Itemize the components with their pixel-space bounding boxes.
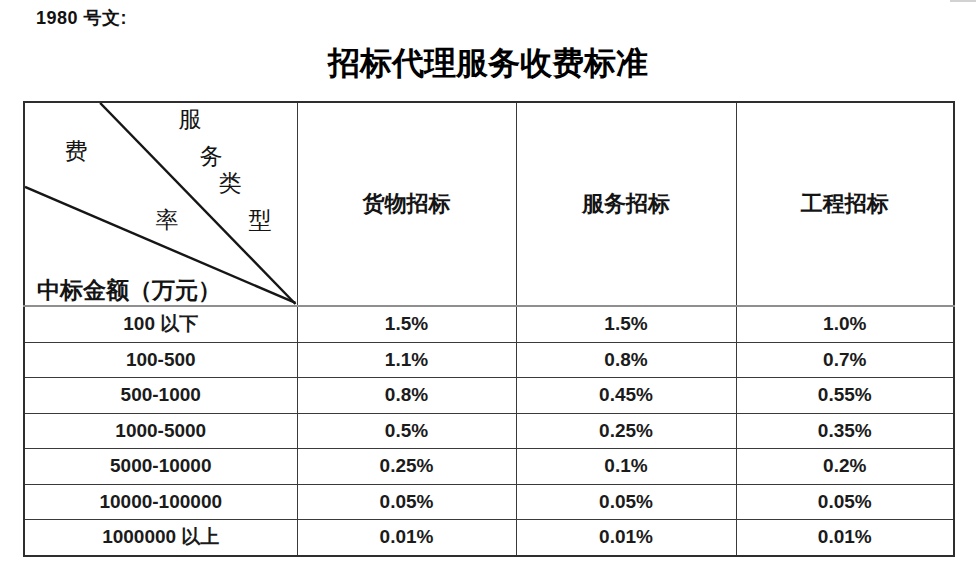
fee-value-cell: 0.01% xyxy=(736,520,954,556)
column-header-services: 服务招标 xyxy=(516,102,736,306)
table-row: 5000-10000 0.25% 0.1% 0.2% xyxy=(24,449,954,485)
window-edge-artifact xyxy=(950,0,976,2)
table-row: 10000-100000 0.05% 0.05% 0.05% xyxy=(24,484,954,520)
column-header-goods: 货物招标 xyxy=(297,102,516,306)
row-range-label: 500-1000 xyxy=(24,378,297,414)
table-row: 100-500 1.1% 0.8% 0.7% xyxy=(24,342,954,378)
corner-amount-label: 中标金额（万元） xyxy=(37,275,221,306)
fee-value-cell: 0.05% xyxy=(736,484,954,520)
fee-standard-table: 服 务 类 型 费 率 中标金额（万元） 货物招标 服务招标 工程招标 100 … xyxy=(23,101,955,557)
fee-value-cell: 1.5% xyxy=(516,306,736,342)
table-row: 1000000 以上 0.01% 0.01% 0.01% xyxy=(24,520,954,556)
row-range-label: 100 以下 xyxy=(24,306,297,342)
corner-char-rate-1: 费 xyxy=(64,140,88,164)
row-range-label: 1000-5000 xyxy=(24,413,297,449)
fee-value-cell: 0.05% xyxy=(516,484,736,520)
fee-value-cell: 1.5% xyxy=(297,306,516,342)
table-row: 500-1000 0.8% 0.45% 0.55% xyxy=(24,378,954,414)
table-row: 100 以下 1.5% 1.5% 1.0% xyxy=(24,306,954,342)
row-range-label: 10000-100000 xyxy=(24,484,297,520)
fee-value-cell: 0.45% xyxy=(516,378,736,414)
row-range-label: 1000000 以上 xyxy=(24,520,297,556)
fee-value-cell: 1.1% xyxy=(297,342,516,378)
corner-char-type-3: 类 xyxy=(218,172,242,196)
corner-char-type-4: 型 xyxy=(248,209,272,233)
fee-value-cell: 0.8% xyxy=(516,342,736,378)
page-title: 招标代理服务收费标准 xyxy=(23,42,953,86)
doc-number-label: 1980 号文: xyxy=(36,6,127,30)
fee-value-cell: 0.25% xyxy=(297,449,516,485)
fee-value-cell: 0.7% xyxy=(736,342,954,378)
fee-value-cell: 0.01% xyxy=(297,520,516,556)
column-header-engineering: 工程招标 xyxy=(736,102,954,306)
row-range-label: 5000-10000 xyxy=(24,449,297,485)
fee-value-cell: 0.25% xyxy=(516,413,736,449)
fee-value-cell: 0.55% xyxy=(736,378,954,414)
document-page: 1980 号文: 招标代理服务收费标准 服 务 类 型 费 率 中标金额（万元） xyxy=(0,0,976,581)
fee-value-cell: 0.35% xyxy=(736,413,954,449)
fee-value-cell: 0.8% xyxy=(297,378,516,414)
fee-value-cell: 0.1% xyxy=(516,449,736,485)
corner-char-rate-2: 率 xyxy=(155,209,179,233)
fee-value-cell: 0.2% xyxy=(736,449,954,485)
fee-value-cell: 0.01% xyxy=(516,520,736,556)
fee-value-cell: 1.0% xyxy=(736,306,954,342)
corner-char-type-1: 服 xyxy=(178,108,202,132)
corner-header-cell: 服 务 类 型 费 率 中标金额（万元） xyxy=(24,102,297,306)
row-range-label: 100-500 xyxy=(24,342,297,378)
corner-char-type-2: 务 xyxy=(199,145,223,169)
table-header-row: 服 务 类 型 费 率 中标金额（万元） 货物招标 服务招标 工程招标 xyxy=(24,102,954,306)
fee-value-cell: 0.5% xyxy=(297,413,516,449)
table-row: 1000-5000 0.5% 0.25% 0.35% xyxy=(24,413,954,449)
fee-value-cell: 0.05% xyxy=(297,484,516,520)
